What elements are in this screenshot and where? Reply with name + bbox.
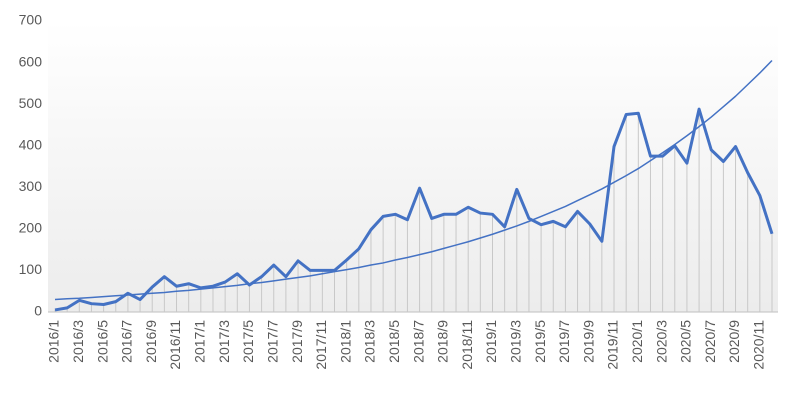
- x-tick-label: 2019/11: [605, 320, 621, 370]
- x-tick-label: 2018/9: [435, 320, 451, 363]
- x-tick-label: 2020/1: [629, 320, 645, 363]
- x-tick-label: 2019/9: [580, 320, 596, 363]
- y-tick-label: 500: [19, 95, 43, 111]
- x-tick-label: 2016/5: [94, 320, 110, 363]
- x-tick-label: 2019/3: [507, 320, 523, 363]
- y-tick-label: 200: [19, 220, 43, 236]
- x-tick-label: 2017/3: [216, 320, 232, 363]
- x-tick-label: 2017/9: [289, 320, 305, 363]
- data-line: [54, 107, 774, 312]
- x-tick-label: 2016/7: [119, 320, 135, 363]
- x-tick-label: 2019/7: [556, 320, 572, 363]
- y-tick-label: 0: [34, 303, 42, 319]
- y-tick-label: 300: [19, 178, 43, 194]
- x-tick-label: 2016/1: [46, 320, 62, 363]
- x-tick-label: 2016/3: [70, 320, 86, 363]
- x-tick-label: 2017/7: [264, 320, 280, 363]
- x-tick-label: 2020/7: [702, 320, 718, 363]
- y-tick-label: 600: [19, 53, 43, 69]
- x-tick-label: 2018/1: [337, 320, 353, 363]
- x-tick-label: 2018/5: [386, 320, 402, 363]
- x-tick-label: 2019/1: [483, 320, 499, 363]
- x-tick-label: 2017/5: [240, 320, 256, 363]
- x-tick-label: 2017/1: [192, 320, 208, 363]
- x-tick-label: 2016/9: [143, 320, 159, 363]
- x-tick-label: 2016/11: [167, 320, 183, 370]
- y-tick-label: 400: [19, 136, 43, 152]
- x-tick-label: 2018/11: [459, 320, 475, 370]
- x-tick-label: 2020/11: [751, 320, 767, 370]
- plot-background: [48, 21, 778, 312]
- x-tick-label: 2019/5: [532, 320, 548, 363]
- trend-line: [54, 59, 773, 301]
- x-tick-label: 2020/9: [726, 320, 742, 363]
- x-tick-label: 2018/3: [362, 320, 378, 363]
- x-tick-label: 2020/3: [653, 320, 669, 363]
- y-tick-label: 700: [19, 12, 43, 28]
- x-tick-label: 2017/11: [313, 320, 329, 370]
- x-tick-label: 2020/5: [678, 320, 694, 363]
- x-tick-label: 2018/7: [410, 320, 426, 363]
- y-tick-label: 100: [19, 261, 43, 277]
